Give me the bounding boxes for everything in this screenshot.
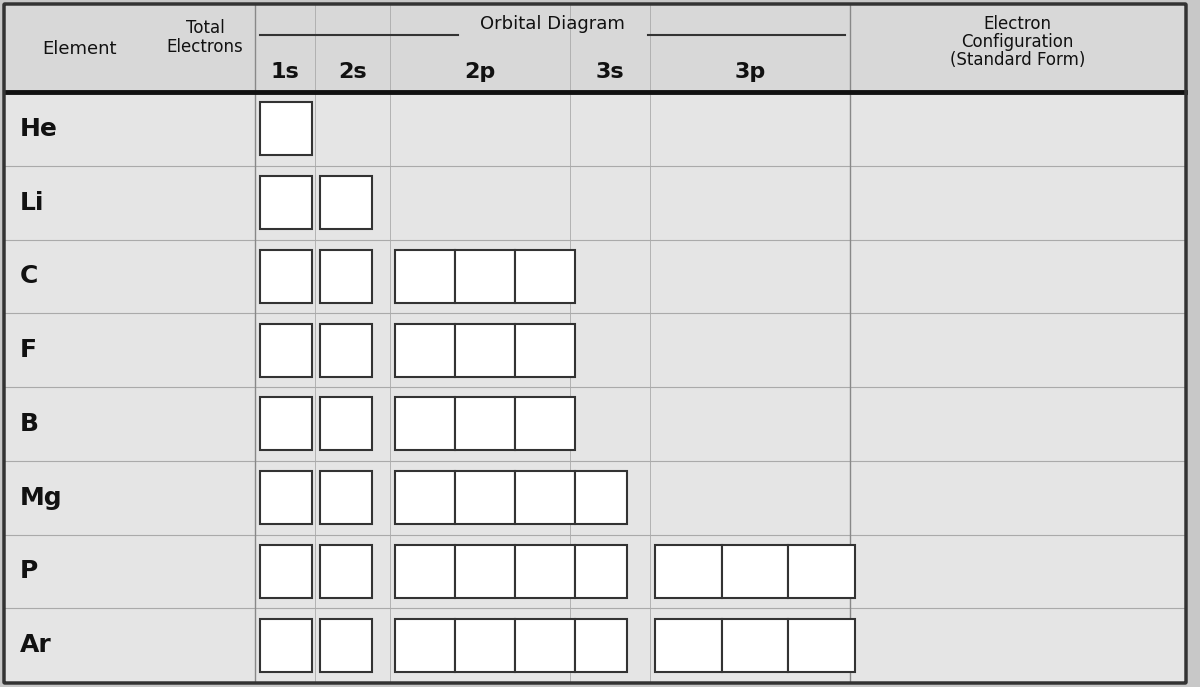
- Text: Electron: Electron: [984, 15, 1051, 33]
- Bar: [575, 545, 628, 598]
- Bar: [260, 471, 312, 524]
- Bar: [395, 324, 455, 376]
- Bar: [320, 471, 372, 524]
- Text: 3p: 3p: [734, 62, 766, 82]
- Bar: [320, 618, 372, 672]
- Bar: [515, 397, 575, 451]
- Bar: [575, 618, 628, 672]
- Text: F: F: [20, 338, 37, 362]
- Text: Li: Li: [20, 190, 44, 214]
- Text: 1s: 1s: [271, 62, 299, 82]
- Bar: [260, 545, 312, 598]
- Bar: [320, 250, 372, 303]
- Bar: [320, 545, 372, 598]
- Bar: [260, 397, 312, 451]
- Bar: [788, 545, 854, 598]
- Text: Ar: Ar: [20, 633, 52, 657]
- Bar: [260, 176, 312, 229]
- Bar: [515, 324, 575, 376]
- Bar: [515, 618, 575, 672]
- Text: Total: Total: [186, 19, 224, 37]
- Bar: [260, 324, 312, 376]
- Bar: [455, 397, 515, 451]
- Bar: [395, 397, 455, 451]
- Bar: [655, 618, 721, 672]
- Bar: [455, 250, 515, 303]
- Bar: [320, 176, 372, 229]
- Text: C: C: [20, 264, 38, 289]
- Bar: [260, 102, 312, 155]
- Text: Electrons: Electrons: [167, 38, 244, 56]
- Bar: [575, 471, 628, 524]
- Bar: [721, 618, 788, 672]
- Bar: [320, 324, 372, 376]
- Text: Element: Element: [43, 39, 118, 58]
- Text: Mg: Mg: [20, 486, 62, 510]
- Bar: [515, 545, 575, 598]
- Text: 2p: 2p: [464, 62, 496, 82]
- Bar: [455, 471, 515, 524]
- Bar: [455, 618, 515, 672]
- Bar: [395, 618, 455, 672]
- Text: Configuration: Configuration: [961, 33, 1074, 51]
- Bar: [455, 324, 515, 376]
- Text: P: P: [20, 559, 38, 583]
- Bar: [515, 471, 575, 524]
- Bar: [515, 250, 575, 303]
- Text: 2s: 2s: [338, 62, 367, 82]
- Bar: [721, 545, 788, 598]
- Bar: [455, 545, 515, 598]
- Bar: [260, 250, 312, 303]
- Bar: [395, 250, 455, 303]
- Bar: [320, 397, 372, 451]
- Bar: [655, 545, 721, 598]
- Text: He: He: [20, 117, 58, 141]
- Bar: [788, 618, 854, 672]
- Bar: [5, 5, 1186, 92]
- Bar: [395, 545, 455, 598]
- Text: Orbital Diagram: Orbital Diagram: [480, 15, 625, 33]
- Text: 3s: 3s: [595, 62, 624, 82]
- Bar: [395, 471, 455, 524]
- Text: B: B: [20, 412, 38, 436]
- Text: (Standard Form): (Standard Form): [950, 51, 1085, 69]
- Bar: [260, 618, 312, 672]
